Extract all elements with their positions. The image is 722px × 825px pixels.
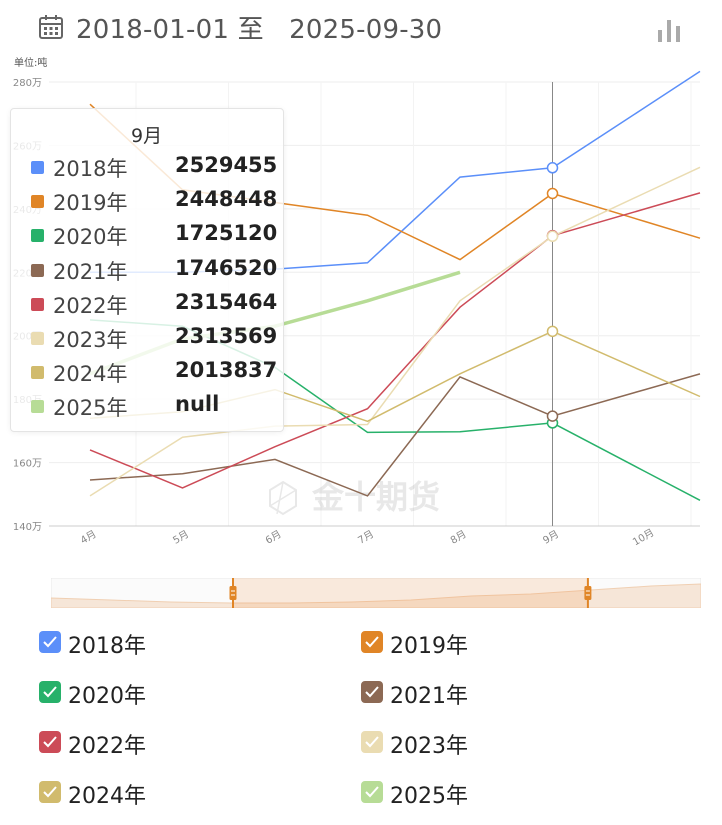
checkbox-icon[interactable] — [39, 781, 61, 803]
series-color-swatch — [31, 332, 44, 345]
hover-marker-2024年 — [546, 325, 559, 338]
checkbox-icon[interactable] — [39, 681, 61, 703]
checkbox-icon[interactable] — [39, 631, 61, 653]
series-color-swatch — [31, 297, 44, 311]
y-tick-label: 280万 — [13, 78, 42, 89]
checkbox-icon[interactable] — [361, 631, 383, 653]
legend-item[interactable]: 2019年 — [361, 626, 661, 659]
tooltip-row: 2020年 1725120 — [31, 221, 281, 251]
tooltip-series-name: 2025年 — [53, 396, 128, 421]
x-tick-label: 5月 — [171, 528, 191, 547]
checkbox-icon[interactable] — [39, 731, 61, 753]
series-color-swatch — [31, 366, 44, 380]
legend-label: 2022年 — [68, 734, 146, 759]
legend-item[interactable]: 2024年 — [39, 776, 339, 809]
hover-marker-2023年 — [546, 230, 559, 243]
slider-window[interactable] — [233, 578, 588, 608]
tooltip-series-value: 2529455 — [175, 153, 278, 177]
watermark-text: 金十期货 — [311, 478, 440, 516]
tooltip-series-name: 2019年 — [53, 191, 128, 216]
series-color-swatch — [31, 195, 44, 209]
slider-end-handle[interactable] — [584, 586, 592, 600]
x-tick-label: 6月 — [263, 528, 283, 547]
legend-label: 2025年 — [390, 784, 468, 809]
series-line-2022年 — [89, 192, 701, 489]
checkbox-icon[interactable] — [361, 781, 383, 803]
tooltip-series-value: null — [175, 392, 220, 417]
checkbox-icon[interactable] — [361, 681, 383, 703]
legend-label: 2021年 — [390, 684, 468, 709]
tooltip-row: 2021年 1746520 — [31, 256, 281, 286]
header: 2018-01-01 至 2025-09-30 — [0, 0, 722, 56]
tooltip-series-name: 2023年 — [53, 328, 128, 352]
legend-item[interactable]: 2021年 — [361, 676, 661, 709]
hover-marker-2021年 — [546, 410, 559, 422]
tooltip-series-value: 1746520 — [175, 255, 278, 280]
tooltip-row: 2024年 2013837 — [31, 358, 281, 388]
legend-item[interactable]: 2023年 — [361, 726, 661, 759]
slider-shadow-line — [51, 583, 701, 608]
tooltip-series-name: 2021年 — [53, 259, 128, 284]
tooltip-series-value: 2013837 — [175, 358, 278, 383]
x-tick-label: 8月 — [448, 528, 468, 547]
x-tick-label: 7月 — [356, 528, 376, 547]
y-tick-label: 140万 — [13, 522, 42, 533]
tooltip-series-name: 2022年 — [53, 293, 128, 318]
legend-label: 2018年 — [68, 634, 146, 659]
watermark: 金十期货 — [269, 478, 440, 516]
legend-item[interactable]: 2025年 — [361, 776, 661, 809]
x-tick-label: 10月 — [631, 527, 657, 549]
series-line-2023年 — [89, 166, 701, 497]
hover-marker-2018年 — [546, 162, 559, 174]
data-zoom-slider[interactable] — [51, 578, 701, 608]
tooltip-series-value: 2315464 — [175, 289, 278, 314]
tooltip-series-value: 2313569 — [175, 324, 278, 348]
legend-label: 2023年 — [390, 734, 468, 759]
tooltip-title: 9月 — [131, 125, 163, 147]
tooltip: 9月 2018年 2529455 2019年 2448448 2020年 1725120 2… — [10, 108, 284, 432]
y-tick-label: 160万 — [13, 459, 42, 470]
x-tick-label: 4月 — [78, 528, 98, 547]
series-color-swatch — [31, 161, 44, 174]
tooltip-row: 2019年 2448448 — [31, 187, 281, 217]
series-color-swatch — [31, 229, 44, 243]
legend-item[interactable]: 2022年 — [39, 726, 339, 759]
tooltip-row: 2023年 2313569 — [31, 324, 281, 354]
legend-item[interactable]: 2020年 — [39, 676, 339, 709]
tooltip-series-name: 2024年 — [53, 362, 128, 387]
date-range[interactable]: 2018-01-01 至 2025-09-30 — [76, 15, 443, 45]
legend-item[interactable]: 2018年 — [39, 626, 339, 659]
unit-label: 单位:吨 — [14, 56, 47, 69]
markers — [546, 162, 559, 429]
series-line-2021年 — [89, 373, 701, 497]
series-color-swatch — [31, 400, 44, 414]
tooltip-row: 2018年 2529455 — [31, 153, 281, 183]
series-color-swatch — [31, 263, 44, 277]
slider-start-handle[interactable] — [229, 586, 237, 600]
tooltip-series-value: 2448448 — [175, 187, 278, 212]
legend-label: 2020年 — [68, 684, 146, 709]
tooltip-series-value: 1725120 — [175, 221, 278, 246]
tooltip-series-name: 2018年 — [53, 157, 128, 181]
x-tick-label: 9月 — [541, 528, 561, 547]
checkbox-icon[interactable] — [361, 731, 383, 753]
legend: 2018年 2019年 2020年 2021年 2022年 2023年 2024年 2025年 — [0, 622, 722, 822]
hover-marker-2019年 — [546, 187, 559, 200]
tooltip-row: 2025年 null — [31, 392, 281, 422]
tooltip-series-name: 2020年 — [53, 225, 128, 250]
calendar-icon[interactable] — [38, 14, 64, 40]
tooltip-row: 2022年 2315464 — [31, 290, 281, 320]
legend-label: 2024年 — [68, 784, 146, 809]
legend-label: 2019年 — [390, 634, 468, 659]
bar-chart-icon[interactable] — [656, 18, 682, 42]
